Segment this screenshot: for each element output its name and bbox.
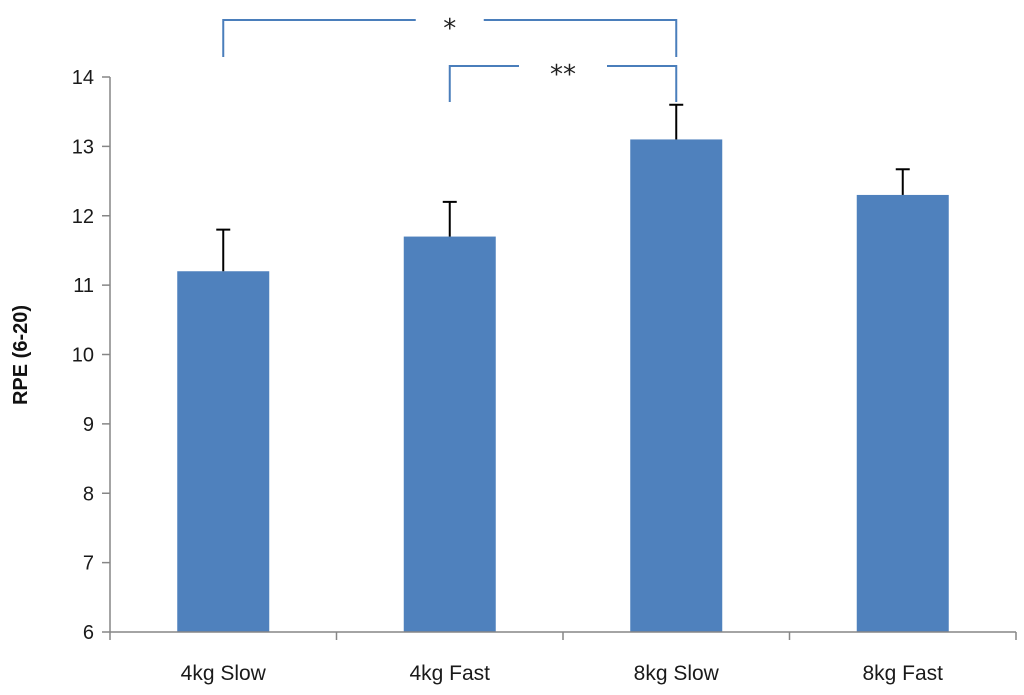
y-tick-label: 10 [72,345,94,367]
bar [403,236,496,632]
y-tick-label: 9 [83,414,94,436]
y-tick-label: 7 [83,553,94,575]
y-tick-label: 13 [72,136,94,158]
y-axis-ticks: 6 7 8 9 10 11 12 13 14 [72,67,94,644]
significance-label: ** [550,60,576,90]
x-category-label: 4kg Fast [409,662,490,685]
y-tick-label: 12 [72,206,94,228]
x-category-label: 4kg Slow [181,662,267,685]
y-tick-label: 11 [73,275,94,297]
bar [630,139,723,632]
axes [102,76,1017,640]
y-tick-label: 8 [83,483,94,505]
y-axis-label: RPE (6-20) [10,305,32,405]
x-category-label: 8kg Fast [862,662,943,685]
significance-brackets: *** [222,14,678,102]
bar [856,194,949,632]
significance-bracket-left [222,19,416,57]
significance-bracket-right [607,65,678,102]
error-bars [216,103,910,272]
significance-label: * [443,14,456,44]
significance-bracket-right [483,19,678,57]
y-tick-label: 6 [83,622,94,644]
significance-bracket-left [448,65,519,102]
x-axis-categories: 4kg Slow 4kg Fast 8kg Slow 8kg Fast [181,662,944,685]
bars [177,139,949,632]
bar [177,271,270,632]
x-category-label: 8kg Slow [634,662,720,685]
y-tick-label: 14 [72,67,94,89]
